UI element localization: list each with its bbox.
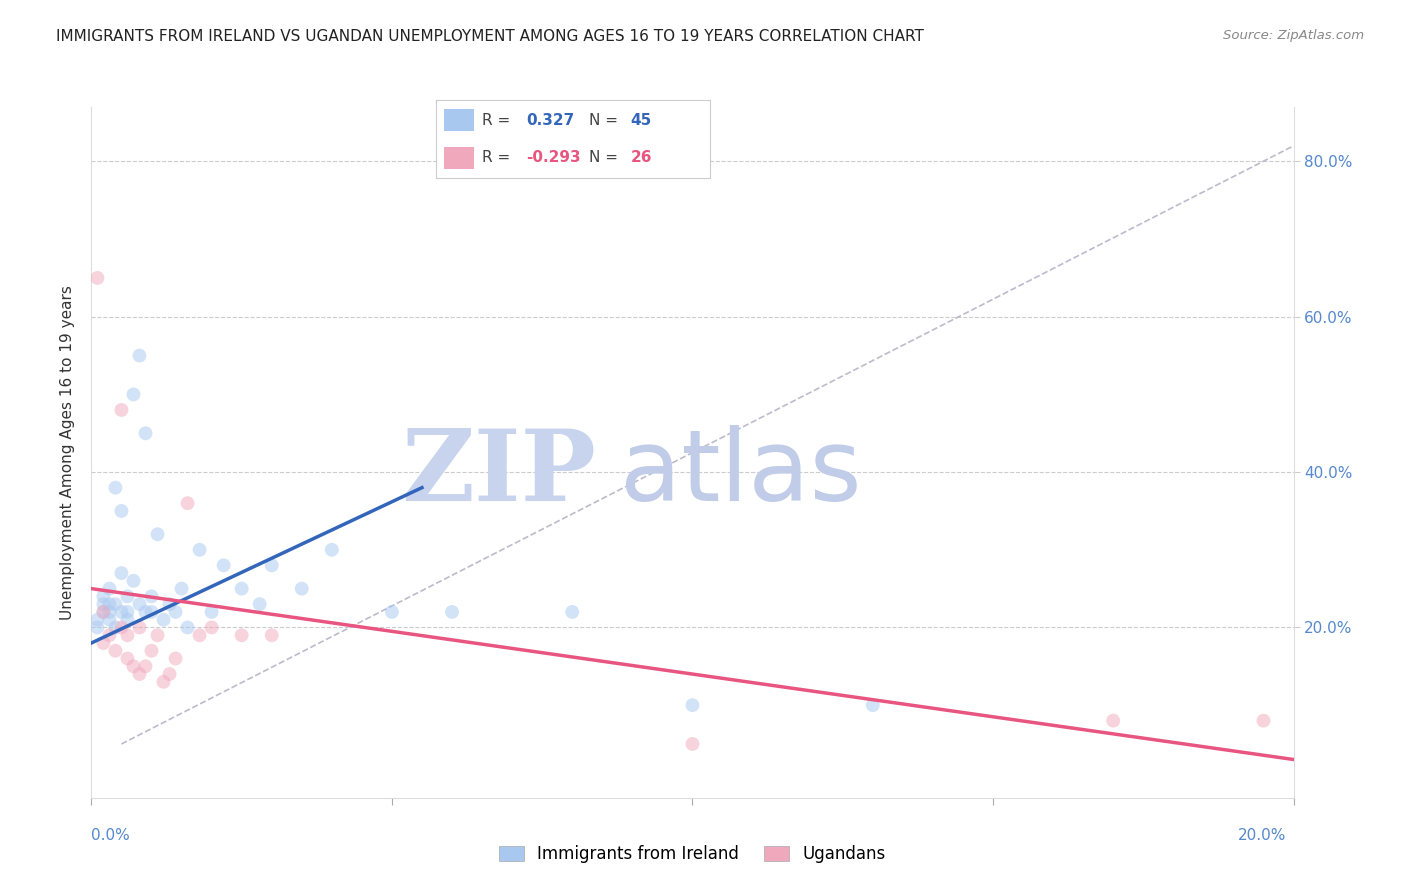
Point bbox=[1102, 714, 1125, 728]
Text: N =: N = bbox=[589, 151, 623, 166]
Point bbox=[117, 613, 139, 627]
Point bbox=[201, 605, 224, 619]
Point bbox=[134, 659, 156, 673]
Point bbox=[141, 590, 163, 604]
Point bbox=[98, 597, 121, 611]
Point bbox=[122, 574, 145, 588]
Bar bbox=[444, 110, 474, 131]
Legend: Immigrants from Ireland, Ugandans: Immigrants from Ireland, Ugandans bbox=[492, 838, 893, 870]
Point bbox=[128, 349, 150, 363]
Point bbox=[104, 620, 127, 634]
Point bbox=[188, 542, 211, 557]
Point bbox=[93, 590, 115, 604]
Point bbox=[1253, 714, 1275, 728]
Point bbox=[93, 605, 115, 619]
Point bbox=[231, 628, 253, 642]
Point bbox=[170, 582, 193, 596]
Point bbox=[134, 605, 156, 619]
Point bbox=[291, 582, 314, 596]
Point bbox=[260, 558, 283, 573]
Point bbox=[165, 651, 187, 665]
Text: -0.293: -0.293 bbox=[526, 151, 581, 166]
Point bbox=[110, 605, 132, 619]
Text: N =: N = bbox=[589, 112, 623, 128]
Point bbox=[321, 542, 343, 557]
Point bbox=[440, 605, 463, 619]
Text: 20.0%: 20.0% bbox=[1239, 829, 1286, 843]
Point bbox=[128, 667, 150, 681]
Bar bbox=[444, 147, 474, 169]
Point bbox=[188, 628, 211, 642]
Point bbox=[381, 605, 404, 619]
Point bbox=[128, 597, 150, 611]
Text: 45: 45 bbox=[630, 112, 652, 128]
Point bbox=[86, 271, 108, 285]
Point bbox=[681, 698, 703, 713]
Point bbox=[134, 426, 156, 441]
Point bbox=[110, 620, 132, 634]
Point bbox=[141, 605, 163, 619]
Point bbox=[98, 582, 121, 596]
Text: ZIP: ZIP bbox=[401, 425, 596, 522]
Point bbox=[93, 597, 115, 611]
Point bbox=[117, 628, 139, 642]
Point bbox=[93, 605, 115, 619]
Point bbox=[104, 597, 127, 611]
Point bbox=[212, 558, 235, 573]
Point bbox=[146, 527, 169, 541]
Point bbox=[117, 590, 139, 604]
Point bbox=[98, 628, 121, 642]
Point bbox=[231, 582, 253, 596]
Point bbox=[152, 674, 174, 689]
Point bbox=[159, 667, 181, 681]
Text: atlas: atlas bbox=[620, 425, 862, 522]
Point bbox=[104, 481, 127, 495]
Text: R =: R = bbox=[482, 112, 516, 128]
Point bbox=[681, 737, 703, 751]
Point bbox=[128, 620, 150, 634]
Point bbox=[260, 628, 283, 642]
Point bbox=[862, 698, 884, 713]
Point bbox=[86, 620, 108, 634]
Text: Source: ZipAtlas.com: Source: ZipAtlas.com bbox=[1223, 29, 1364, 42]
Point bbox=[86, 613, 108, 627]
Point bbox=[117, 605, 139, 619]
Text: 26: 26 bbox=[630, 151, 652, 166]
Point bbox=[152, 613, 174, 627]
Y-axis label: Unemployment Among Ages 16 to 19 years: Unemployment Among Ages 16 to 19 years bbox=[60, 285, 76, 620]
Point bbox=[249, 597, 271, 611]
Point bbox=[117, 651, 139, 665]
Point bbox=[141, 644, 163, 658]
Point bbox=[159, 597, 181, 611]
Point bbox=[561, 605, 583, 619]
Text: 0.0%: 0.0% bbox=[91, 829, 131, 843]
Point bbox=[104, 644, 127, 658]
Point bbox=[122, 387, 145, 401]
Point bbox=[146, 628, 169, 642]
Point bbox=[176, 620, 198, 634]
Text: 0.327: 0.327 bbox=[526, 112, 575, 128]
Point bbox=[176, 496, 198, 510]
Point bbox=[110, 403, 132, 417]
Point bbox=[165, 605, 187, 619]
Text: IMMIGRANTS FROM IRELAND VS UGANDAN UNEMPLOYMENT AMONG AGES 16 TO 19 YEARS CORREL: IMMIGRANTS FROM IRELAND VS UGANDAN UNEMP… bbox=[56, 29, 924, 44]
Point bbox=[110, 566, 132, 580]
Point bbox=[122, 659, 145, 673]
Text: R =: R = bbox=[482, 151, 516, 166]
Point bbox=[93, 636, 115, 650]
Point bbox=[110, 504, 132, 518]
Point bbox=[201, 620, 224, 634]
Point bbox=[98, 605, 121, 619]
Point bbox=[98, 613, 121, 627]
